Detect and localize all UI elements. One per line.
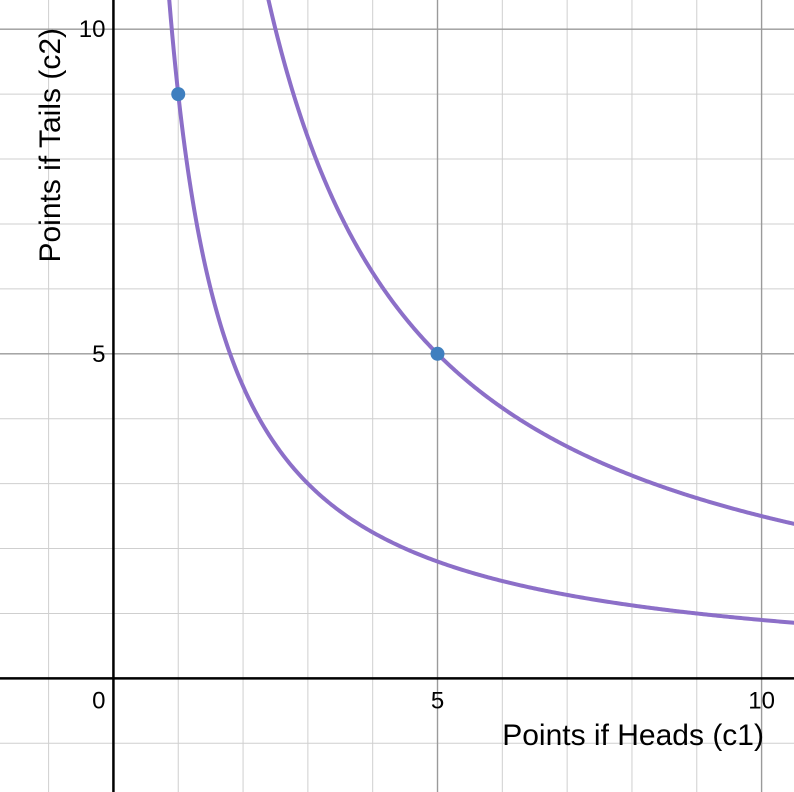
data-point-1 — [171, 87, 186, 102]
points — [171, 87, 445, 361]
data-point-2 — [430, 346, 445, 361]
x-tick-label: 5 — [431, 687, 444, 714]
tick-labels: 5 10 5 10 0 — [79, 16, 775, 714]
curves — [167, 0, 794, 625]
x-tick-label: 10 — [748, 687, 775, 714]
y-axis-title: Points if Tails (c2) — [34, 28, 67, 263]
y-tick-label: 5 — [92, 341, 105, 368]
x-axis-title: Points if Heads (c1) — [502, 719, 764, 752]
indifference-curve-1 — [167, 0, 794, 625]
origin-label: 0 — [92, 687, 105, 714]
y-tick-label: 10 — [79, 16, 106, 43]
indifference-curve-2 — [266, 0, 794, 526]
